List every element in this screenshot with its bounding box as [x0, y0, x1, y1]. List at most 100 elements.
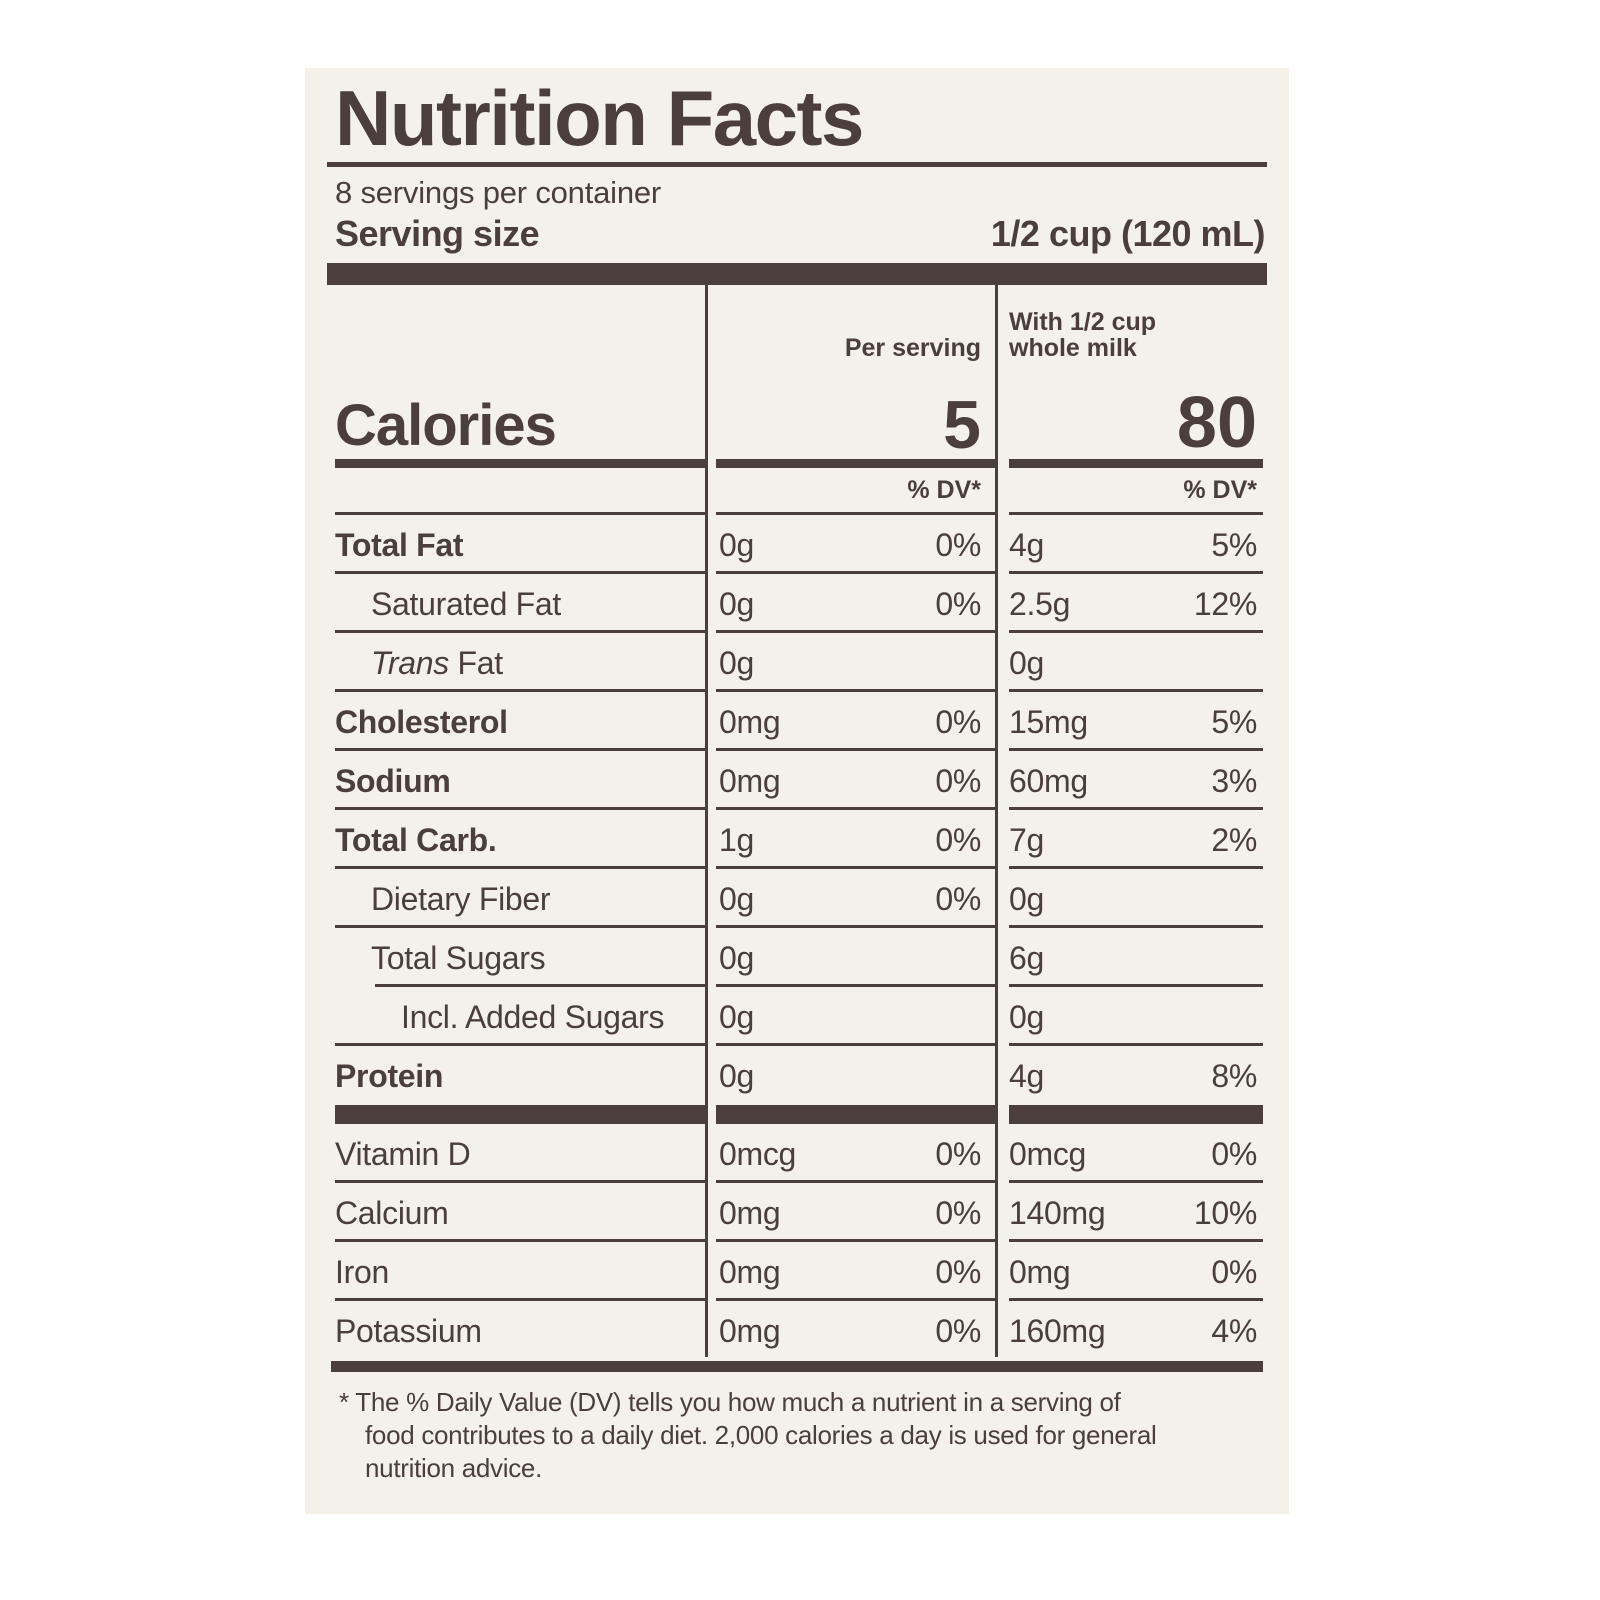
micronutrient-with-milk-amount: 140mg	[1009, 1195, 1106, 1232]
micronutrient-with-milk-dv: 0%	[1211, 1136, 1257, 1173]
nutrient-name-italic: Trans	[371, 645, 458, 682]
nutrient-per-serving-amount: 0g	[719, 999, 754, 1036]
micronutrient-per-serving: 0mg 0%	[705, 1313, 995, 1357]
nutrient-row: Total Fat 0g 0% 4g 5%	[327, 515, 1267, 571]
micronutrient-per-serving: 0mcg 0%	[705, 1136, 995, 1180]
micronutrient-with-milk-dv: 4%	[1211, 1313, 1257, 1350]
nutrient-with-milk: 7g 2%	[995, 822, 1267, 866]
nutrient-per-serving-dv: 0%	[935, 704, 981, 741]
nutrient-row: Trans Fat 0g 0g	[327, 633, 1267, 689]
nutrient-per-serving-dv: 0%	[935, 763, 981, 800]
title-rule	[327, 162, 1267, 168]
micronutrient-per-serving-dv: 0%	[935, 1195, 981, 1232]
micronutrient-row: Calcium 0mg 0% 140mg 10%	[327, 1183, 1267, 1239]
micronutrient-per-serving-amount: 0mcg	[719, 1136, 797, 1173]
nutrient-with-milk-amount: 0g	[1009, 645, 1044, 682]
nutrient-with-milk-dv: 12%	[1193, 586, 1257, 623]
nutrient-per-serving-amount: 0g	[719, 527, 754, 564]
calories-label: Calories	[335, 393, 557, 459]
daily-value-footnote: * The % Daily Value (DV) tells you how m…	[339, 1386, 1257, 1484]
micronutrient-per-serving-dv: 0%	[935, 1136, 981, 1173]
nutrient-with-milk-amount: 0g	[1009, 881, 1044, 918]
micronutrient-name: Calcium	[335, 1195, 449, 1232]
column-header-per-serving: Per serving	[844, 334, 981, 363]
micronutrient-rows-container: Vitamin D 0mcg 0% 0mcg 0% Calcium 0mg 0% 140mg 10…	[327, 1124, 1267, 1357]
row-divider	[327, 866, 1267, 870]
micronutrient-name: Potassium	[335, 1313, 482, 1350]
row-divider	[327, 1043, 1267, 1047]
nutrient-per-serving-dv: 0%	[935, 822, 981, 859]
nutrient-row: Total Carb. 1g 0% 7g 2%	[327, 810, 1267, 866]
footnote-line-1: * The % Daily Value (DV) tells you how m…	[339, 1387, 1121, 1418]
page-title: Nutrition Facts	[335, 74, 864, 162]
nutrient-per-serving-amount: 0g	[719, 586, 754, 623]
row-divider	[327, 1239, 1267, 1243]
nutrient-with-milk-amount: 4g	[1009, 527, 1044, 564]
micronutrient-name: Vitamin D	[335, 1136, 471, 1173]
micronutrient-per-serving-amount: 0mg	[719, 1313, 781, 1350]
row-divider	[327, 807, 1267, 811]
nutrient-with-milk-dv: 3%	[1211, 763, 1257, 800]
row-divider	[327, 1180, 1267, 1184]
nutrient-rows-container: Total Fat 0g 0% 4g 5% Saturated Fat 0g 0% 2.5g 12…	[327, 512, 1267, 1102]
nutrient-name: Cholesterol	[335, 704, 508, 741]
calories-label-cell: Calories	[327, 392, 705, 459]
row-divider	[327, 689, 1267, 693]
serving-size-label: Serving size	[335, 213, 540, 255]
nutrient-name: Total Sugars	[371, 940, 546, 977]
nutrient-per-serving: 0g 0%	[705, 527, 995, 571]
nutrient-with-milk: 60mg 3%	[995, 763, 1267, 807]
nutrient-name: Protein	[335, 1058, 444, 1095]
nutrient-name: Total Carb.	[335, 822, 497, 859]
row-divider	[327, 1298, 1267, 1302]
nutrient-name: Trans Fat	[371, 645, 503, 682]
serving-size-value: 1/2 cup (120 mL)	[990, 213, 1266, 255]
calories-with-milk-cell: 80	[995, 387, 1267, 459]
footer-thick-bar	[331, 1361, 1263, 1373]
nutrient-with-milk: 2.5g 12%	[995, 586, 1267, 630]
nutrient-with-milk: 0g	[995, 645, 1267, 689]
nutrient-with-milk: 4g 8%	[995, 1058, 1267, 1102]
header-thick-bar	[327, 263, 1267, 286]
nutrient-with-milk: 0g	[995, 999, 1267, 1043]
row-divider	[327, 925, 1267, 929]
row-divider	[327, 984, 1267, 988]
calories-per-serving-value: 5	[943, 387, 981, 464]
nutrient-row: Sodium 0mg 0% 60mg 3%	[327, 751, 1267, 807]
micronutrient-with-milk-amount: 0mcg	[1009, 1136, 1087, 1173]
nutrient-per-serving-dv: 0%	[935, 586, 981, 623]
nutrient-per-serving: 0g	[705, 999, 995, 1043]
micronutrient-with-milk: 140mg 10%	[995, 1195, 1267, 1239]
nutrient-with-milk-amount: 60mg	[1009, 763, 1088, 800]
nutrient-name: Incl. Added Sugars	[401, 999, 665, 1036]
micronutrient-with-milk-amount: 160mg	[1009, 1313, 1106, 1350]
nutrient-with-milk-dv: 2%	[1211, 822, 1257, 859]
calories-per-serving-cell: 5	[705, 391, 995, 459]
column-header-with-milk: With 1/2 cup whole milk	[1009, 308, 1157, 363]
nutrient-per-serving: 0mg 0%	[705, 763, 995, 807]
nutrient-with-milk-amount: 0g	[1009, 999, 1044, 1036]
nutrient-row: Saturated Fat 0g 0% 2.5g 12%	[327, 574, 1267, 630]
dv-header-col-a: % DV*	[907, 475, 981, 504]
nutrition-facts-label: Nutrition Facts 8 servings per container…	[305, 68, 1289, 1514]
row-divider	[327, 630, 1267, 634]
nutrient-row: Total Sugars 0g 6g	[327, 928, 1267, 984]
micronutrient-per-serving-amount: 0mg	[719, 1195, 781, 1232]
micronutrient-row: Iron 0mg 0% 0mg 0%	[327, 1242, 1267, 1298]
nutrient-name: Sodium	[335, 763, 451, 800]
micronutrient-with-milk-dv: 10%	[1193, 1195, 1257, 1232]
micronutrient-row: Potassium 0mg 0% 160mg 4%	[327, 1301, 1267, 1357]
nutrient-with-milk: 4g 5%	[995, 527, 1267, 571]
micronutrient-with-milk-amount: 0mg	[1009, 1254, 1071, 1291]
nutrient-per-serving-dv: 0%	[935, 527, 981, 564]
nutrient-with-milk-amount: 15mg	[1009, 704, 1088, 741]
micronutrient-with-milk: 0mg 0%	[995, 1254, 1267, 1298]
nutrient-with-milk-dv: 5%	[1211, 704, 1257, 741]
micronutrient-row: Vitamin D 0mcg 0% 0mcg 0%	[327, 1124, 1267, 1180]
column-divider-2	[995, 285, 998, 1358]
row-divider	[327, 748, 1267, 752]
nutrient-row: Dietary Fiber 0g 0% 0g	[327, 869, 1267, 925]
nutrient-row: Cholesterol 0mg 0% 15mg 5%	[327, 692, 1267, 748]
nutrient-per-serving-amount: 0g	[719, 645, 754, 682]
